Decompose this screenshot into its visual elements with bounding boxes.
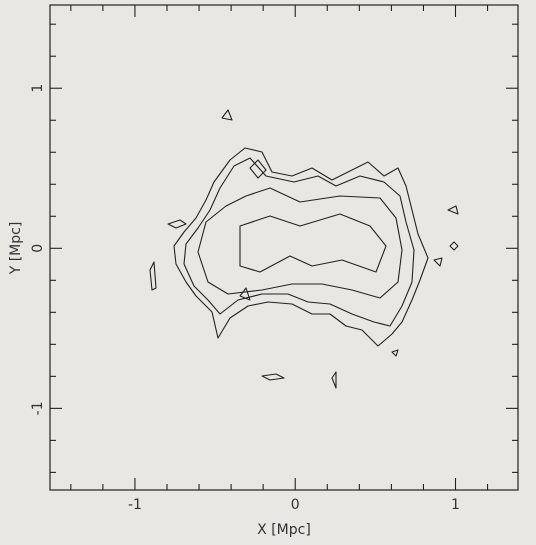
y-tick-label: 0 (30, 244, 46, 253)
contour-line (167, 219, 187, 229)
y-tick-label: 1 (30, 84, 46, 93)
contour-line (331, 371, 337, 389)
contour-line (391, 349, 399, 357)
contour-line (239, 213, 387, 273)
x-tick-label: -1 (128, 497, 142, 513)
contour-line (173, 147, 429, 347)
contour-line (221, 109, 233, 121)
x-tick-label: 0 (291, 497, 300, 513)
x-tick-label: 1 (451, 497, 460, 513)
plot-frame (49, 4, 519, 491)
contour-line (447, 205, 459, 215)
contour-line (149, 261, 157, 291)
x-axis-label: X [Mpc] (257, 522, 311, 538)
contour-line (183, 157, 415, 327)
y-tick-label: -1 (30, 401, 46, 415)
contour-line (433, 257, 443, 267)
contour-line (197, 187, 403, 299)
contours (149, 109, 459, 389)
contour-line (239, 287, 251, 301)
y-axis-label: Y [Mpc] (8, 222, 24, 276)
contour-line (249, 159, 267, 179)
contour-line (449, 241, 459, 251)
contour-line (261, 373, 285, 381)
